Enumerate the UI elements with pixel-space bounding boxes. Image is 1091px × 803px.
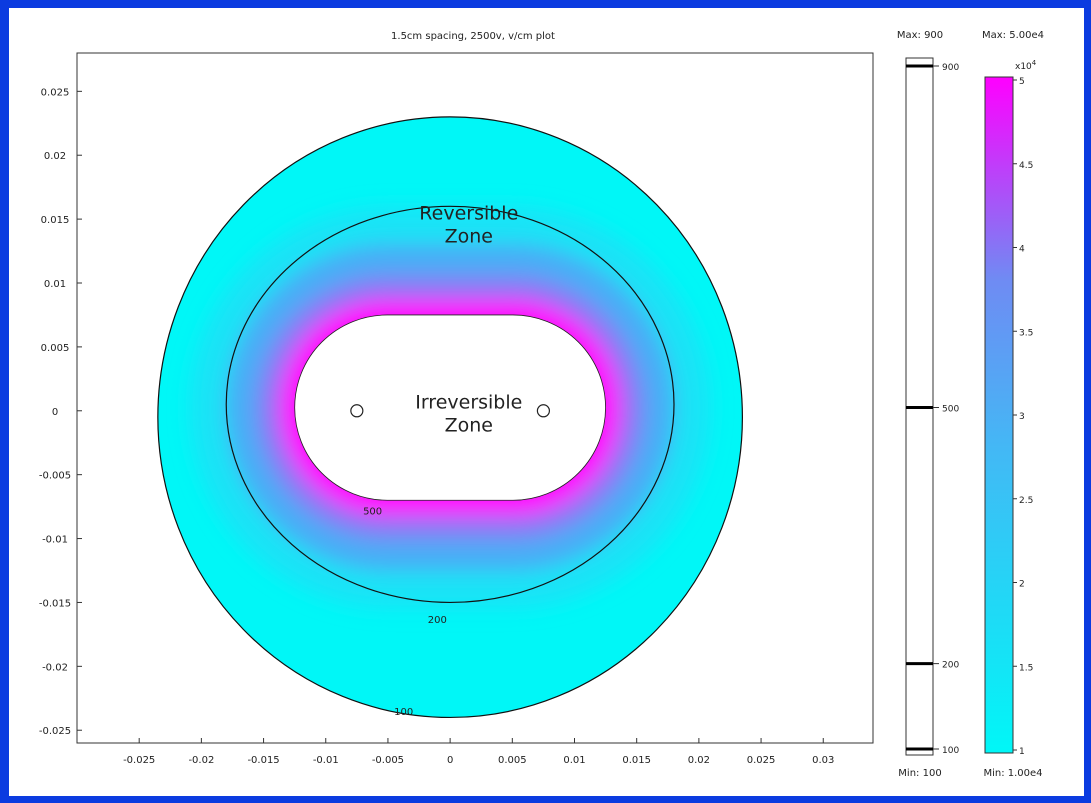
x-tick-label: 0.005 xyxy=(498,755,527,766)
contour-colorbar: Max: 900 Min: 100 100 200 500 900 xyxy=(897,30,960,779)
x-tick-label: 0.015 xyxy=(622,755,651,766)
field-colorbar-tick-label: 4 xyxy=(1019,245,1025,255)
x-tick-label: 0.03 xyxy=(812,755,834,766)
field-colorbar-max-label: Max: 5.00e4 xyxy=(982,30,1044,41)
y-tick-label: 0.015 xyxy=(41,215,70,226)
zone-label: Reversible Zone xyxy=(419,203,518,248)
field-colorbar-tick-label: 3 xyxy=(1019,412,1025,422)
electrode xyxy=(536,404,551,418)
y-tick-label: 0 xyxy=(52,407,58,418)
electrode xyxy=(350,404,364,418)
irreversible-region xyxy=(294,314,606,501)
field-colorbar-tick-label: 4.5 xyxy=(1019,161,1033,171)
field-colorbar-tick-label: 2.5 xyxy=(1019,496,1033,506)
y-tick-label: -0.005 xyxy=(39,471,71,482)
x-tick-label: 0 xyxy=(447,755,453,766)
field-colorbar-tick-label: 2 xyxy=(1019,580,1025,590)
contour-lines: 100 200 500 xyxy=(157,116,744,719)
y-tick-label: -0.02 xyxy=(42,662,68,673)
x-tick-label: 0.01 xyxy=(563,755,585,766)
zone-label-line: Zone xyxy=(445,226,493,248)
contour-colorbar-max-label: Max: 900 xyxy=(897,30,943,41)
chart-title: 1.5cm spacing, 2500v, v/cm plot xyxy=(391,31,555,42)
contour-500 xyxy=(294,314,606,501)
zone-label-line: Zone xyxy=(445,415,493,437)
y-tick-label: 0.025 xyxy=(41,87,70,98)
zone-label-line: Irreversible xyxy=(415,392,522,414)
field-colorbar-tick-label: 5 xyxy=(1019,77,1025,87)
y-tick-label: -0.015 xyxy=(39,598,71,609)
field-region xyxy=(157,116,743,718)
field-colorbar-min-label: Min: 1.00e4 xyxy=(983,768,1042,779)
field-colorbar: Max: 5.00e4 x104 Min: 1.00e4 1 1.5 2 2.5 3 3.… xyxy=(982,30,1044,779)
y-axis: 0.025 0.02 0.015 0.01 0.005 0 -0.005 -0.01 -0.01… xyxy=(39,87,82,737)
x-tick-label: -0.01 xyxy=(313,755,339,766)
field-colorbar-gradient xyxy=(984,76,1014,754)
contour-100 xyxy=(157,116,744,719)
contour-label-100: 100 xyxy=(394,707,413,718)
zone-label: Irreversible Zone xyxy=(415,392,522,437)
x-tick-label: 0.02 xyxy=(688,755,710,766)
x-tick-label: 0.025 xyxy=(747,755,776,766)
zone-label-line: Reversible xyxy=(419,203,518,225)
contour-level-label: 200 xyxy=(942,661,959,671)
y-tick-label: -0.01 xyxy=(42,535,68,546)
contour-level-label: 500 xyxy=(942,405,959,415)
contour-level-label: 900 xyxy=(942,63,959,73)
contour-label-500: 500 xyxy=(363,506,382,517)
x-tick-label: -0.025 xyxy=(123,755,155,766)
field-colorbar-tick-label: 3.5 xyxy=(1019,328,1033,338)
x-axis: -0.025 -0.02 -0.015 -0.01 -0.005 0 0.005 0.01 0.… xyxy=(123,738,834,766)
y-tick-label: 0.005 xyxy=(41,343,70,354)
y-tick-label: -0.025 xyxy=(39,726,71,737)
field-colorbar-tick-label: 1 xyxy=(1019,747,1025,757)
x-tick-label: -0.005 xyxy=(372,755,404,766)
x-tick-label: -0.02 xyxy=(188,755,214,766)
field-colorbar-exponent: x104 xyxy=(1015,59,1037,72)
field-plot: 1.5cm spacing, 2500v, v/cm plot 10020050… xyxy=(39,30,1044,779)
field-colorbar-tick-label: 1.5 xyxy=(1019,663,1033,673)
contour-label-200: 200 xyxy=(428,615,447,626)
contour-colorbar-min-label: Min: 100 xyxy=(898,768,941,779)
x-tick-label: -0.015 xyxy=(247,755,279,766)
y-tick-label: 0.02 xyxy=(44,151,66,162)
contour-level-label: 100 xyxy=(942,746,959,756)
y-tick-label: 0.01 xyxy=(44,279,66,290)
contour-200 xyxy=(225,205,675,604)
figure: 1.5cm spacing, 2500v, v/cm plot 100 200 50… xyxy=(9,8,1084,796)
